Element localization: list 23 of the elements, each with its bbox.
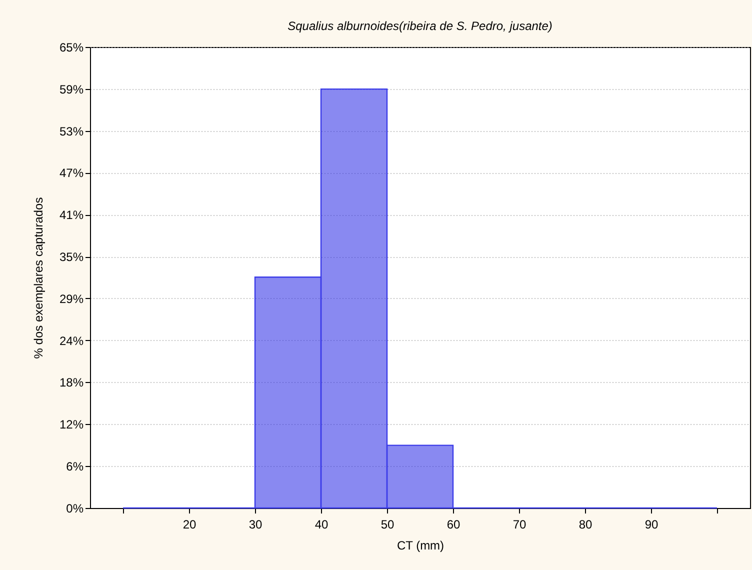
x-tick-label: 20 — [182, 518, 196, 532]
x-tick-label: 30 — [248, 518, 262, 532]
x-tick-label: 60 — [446, 518, 460, 532]
x-tick-label: 40 — [314, 518, 328, 532]
y-tick-label: 65% — [59, 40, 84, 54]
y-tick-label: 29% — [59, 292, 84, 306]
y-tick-label: 18% — [59, 376, 84, 390]
y-tick-label: 53% — [59, 124, 84, 138]
x-tick-label: 80 — [578, 518, 592, 532]
chart-title: Squalius alburnoides(ribeira de S. Pedro, jusante) — [288, 19, 552, 33]
y-axis-title: % dos exemplares capturados — [31, 197, 46, 359]
y-tick-label: 41% — [59, 208, 84, 222]
x-tick-label: 50 — [380, 518, 394, 532]
x-tick-label: 70 — [512, 518, 526, 532]
y-tick-label: 59% — [59, 82, 84, 96]
x-axis-title: CT (mm) — [396, 538, 444, 552]
y-tick-label: 47% — [59, 166, 84, 180]
y-tick-label: 0% — [66, 502, 84, 516]
x-tick-label: 90 — [644, 518, 658, 532]
y-tick-label: 35% — [59, 250, 84, 264]
y-tick-label: 24% — [59, 334, 84, 348]
y-tick-label: 6% — [66, 460, 84, 474]
y-tick-label: 12% — [59, 418, 84, 432]
